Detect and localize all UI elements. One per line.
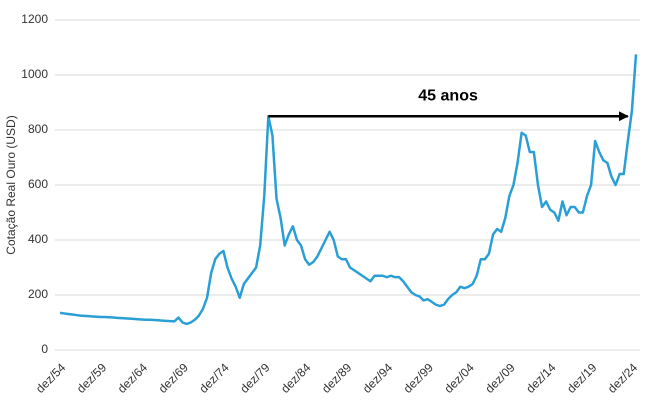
- data-line: [59, 54, 638, 326]
- y-axis-label: Cotação Real Ouro (USD): [4, 115, 18, 254]
- x-tick-label: dez/84: [278, 360, 314, 396]
- x-tick-label: dez/59: [74, 360, 110, 396]
- y-tick-label: 400: [28, 232, 48, 246]
- x-tick-label: dez/54: [33, 360, 69, 396]
- x-tick-label: dez/79: [237, 360, 273, 396]
- y-tick-label: 1200: [21, 12, 48, 26]
- y-tick-label: 1000: [21, 67, 48, 81]
- x-tick-label: dez/94: [360, 360, 396, 396]
- y-tick-label: 600: [28, 177, 48, 191]
- x-tick-label: dez/74: [196, 360, 232, 396]
- x-tick-label: dez/99: [401, 360, 437, 396]
- x-tick-label: dez/09: [482, 360, 518, 396]
- x-tick-label: dez/24: [605, 360, 641, 396]
- x-tick-label: dez/14: [523, 360, 559, 396]
- x-tick-label: dez/19: [564, 360, 600, 396]
- x-tick-label: dez/04: [441, 360, 477, 396]
- x-tick-label: dez/69: [156, 360, 192, 396]
- x-tick-label: dez/64: [115, 360, 151, 396]
- annotation-text: 45 anos: [418, 87, 478, 104]
- y-tick-label: 200: [28, 287, 48, 301]
- y-tick-label: 0: [41, 342, 48, 356]
- x-tick-label: dez/89: [319, 360, 355, 396]
- y-tick-label: 800: [28, 122, 48, 136]
